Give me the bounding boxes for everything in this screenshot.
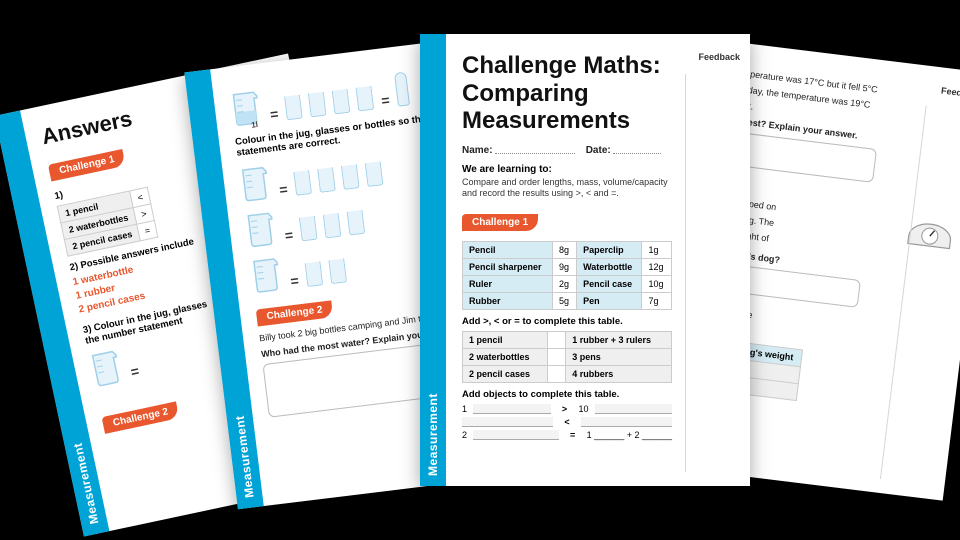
compare-input[interactable] bbox=[548, 366, 566, 383]
challenge-badge: Challenge 2 bbox=[256, 300, 334, 326]
equals-icon: = bbox=[278, 181, 288, 198]
w-2-1: 2g bbox=[552, 276, 576, 293]
w-3-1: 5g bbox=[552, 293, 576, 310]
blank-input[interactable] bbox=[462, 417, 553, 427]
c-0-1: 1 rubber + 3 rulers bbox=[566, 332, 672, 349]
blanks-area: 1 > 10 < 2 = 1 ______ + 2 ______ bbox=[462, 404, 672, 440]
glass-icon bbox=[284, 95, 303, 121]
w-2-2: Pencil case bbox=[577, 276, 642, 293]
glass-icon bbox=[328, 258, 347, 284]
name-field[interactable] bbox=[495, 146, 575, 154]
instr-2: Add objects to complete this table. bbox=[462, 389, 728, 400]
c-2-1: 4 rubbers bbox=[566, 366, 672, 383]
equals-icon: = bbox=[380, 92, 390, 109]
bl-1-op: < bbox=[559, 417, 575, 427]
equals-icon: = bbox=[269, 105, 279, 122]
glass-icon bbox=[299, 216, 318, 242]
feedback-divider bbox=[685, 74, 686, 472]
blank-row: < bbox=[462, 417, 672, 427]
weights-table: Pencil 8g Paperclip 1g Pencil sharpener … bbox=[462, 241, 672, 310]
c-0-0: 1 pencil bbox=[463, 332, 548, 349]
side-tab-label: Measurement bbox=[426, 393, 440, 476]
glass-icon bbox=[317, 167, 336, 193]
jug-icon bbox=[249, 254, 283, 293]
bl-2-l: 2 bbox=[462, 430, 467, 440]
w-1-1: 9g bbox=[552, 259, 576, 276]
w-2-0: Ruler bbox=[463, 276, 553, 293]
page-title: Challenge Maths: Comparing Measurements bbox=[462, 52, 672, 135]
glass-icon bbox=[293, 170, 312, 196]
feedback-label: Feedback bbox=[698, 52, 740, 62]
blank-input[interactable] bbox=[473, 404, 550, 414]
glass-icon bbox=[308, 92, 327, 118]
blank-input[interactable] bbox=[595, 404, 672, 414]
compare-input[interactable] bbox=[548, 349, 566, 366]
w-3-0: Rubber bbox=[463, 293, 553, 310]
blank-row: 1 > 10 bbox=[462, 404, 672, 414]
challenge-badge: Challenge 1 bbox=[48, 149, 126, 181]
bl-0-op: > bbox=[557, 404, 573, 414]
w-1-3: 12g bbox=[642, 259, 672, 276]
challenge-badge: Challenge 1 bbox=[462, 214, 538, 231]
learning-heading: We are learning to: bbox=[462, 164, 728, 175]
stage: Measurement Answers Challenge 1 1) 1 pen… bbox=[0, 0, 960, 540]
bottle-icon bbox=[394, 71, 410, 106]
learning-text: Compare and order lengths, mass, volume/… bbox=[462, 177, 672, 200]
c-2-0: 2 pencil cases bbox=[463, 366, 548, 383]
w-1-2: Waterbottle bbox=[577, 259, 642, 276]
blank-row: 2 = 1 ______ + 2 ______ bbox=[462, 430, 672, 440]
side-tab-label: Measurement bbox=[233, 415, 257, 499]
glass-icon bbox=[341, 164, 360, 190]
w-0-3: 1g bbox=[642, 242, 672, 259]
w-0-1: 8g bbox=[552, 242, 576, 259]
equals-icon: = bbox=[129, 363, 140, 380]
w-3-2: Pen bbox=[577, 293, 642, 310]
jug-icon bbox=[229, 88, 263, 127]
glass-icon bbox=[323, 213, 342, 239]
w-0-2: Paperclip bbox=[577, 242, 642, 259]
bl-0-l: 1 bbox=[462, 404, 467, 414]
date-field[interactable] bbox=[613, 146, 661, 154]
c-1-0: 2 waterbottles bbox=[463, 349, 548, 366]
blank-input[interactable] bbox=[473, 430, 559, 440]
jug-icon bbox=[244, 209, 278, 248]
w-1-0: Pencil sharpener bbox=[463, 259, 553, 276]
name-date-line: Name: Date: bbox=[462, 145, 728, 156]
name-label: Name: bbox=[462, 145, 493, 156]
jug-icon bbox=[88, 347, 125, 388]
one-litre-label: 1l bbox=[251, 120, 259, 130]
bl-2-r: 1 ______ + 2 ______ bbox=[587, 430, 672, 440]
side-tab: Measurement bbox=[420, 34, 446, 486]
challenge-badge-2: Challenge 2 bbox=[102, 402, 180, 434]
instr-1: Add >, < or = to complete this table. bbox=[462, 316, 728, 327]
date-label: Date: bbox=[586, 145, 611, 156]
jug-icon bbox=[238, 163, 272, 202]
compare-input[interactable] bbox=[548, 332, 566, 349]
bl-0-r: 10 bbox=[579, 404, 589, 414]
glass-icon bbox=[332, 89, 351, 115]
glass-icon bbox=[347, 210, 366, 236]
w-3-3: 7g bbox=[642, 293, 672, 310]
bl-2-op: = bbox=[565, 430, 581, 440]
glass-icon bbox=[365, 161, 384, 187]
equals-icon: = bbox=[284, 227, 294, 244]
side-tab-label: Measurement bbox=[71, 441, 102, 525]
blank-input[interactable] bbox=[581, 417, 672, 427]
scale-icon bbox=[905, 217, 954, 252]
c-1-1: 3 pens bbox=[566, 349, 672, 366]
glass-icon bbox=[305, 261, 324, 287]
equals-icon: = bbox=[290, 272, 300, 289]
w-2-3: 10g bbox=[642, 276, 672, 293]
main-page: Measurement Feedback Challenge Maths: Co… bbox=[420, 34, 750, 486]
compare-table: 1 pencil 1 rubber + 3 rulers 2 waterbott… bbox=[462, 331, 672, 383]
w-0-0: Pencil bbox=[463, 242, 553, 259]
glass-icon bbox=[356, 86, 375, 112]
